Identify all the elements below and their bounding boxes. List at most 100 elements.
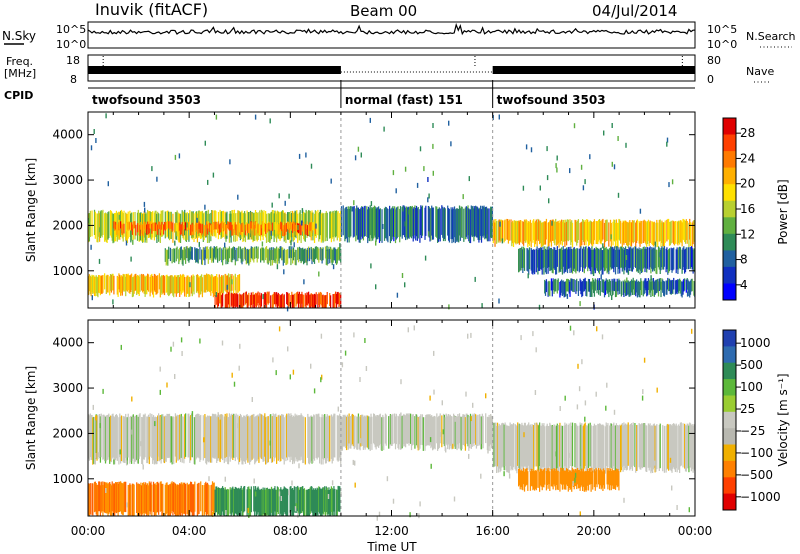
heatmap-cell	[313, 293, 316, 308]
heatmap-cell	[118, 222, 120, 231]
heatmap-cell	[421, 205, 424, 236]
heatmap-cell	[119, 221, 121, 230]
heatmap-cell	[656, 424, 658, 470]
heatmap-cell	[655, 249, 657, 274]
heatmap-cell	[646, 425, 648, 472]
heatmap-cell	[627, 222, 629, 248]
heatmap-cell	[346, 416, 348, 451]
heatmap-cell	[206, 417, 208, 465]
heatmap-cell	[125, 273, 128, 291]
heatmap-cell	[609, 279, 611, 293]
heatmap-cell	[614, 246, 616, 268]
heatmap-cell	[230, 414, 232, 459]
heatmap-cell	[584, 247, 586, 269]
heatmap-cell	[273, 292, 275, 305]
y-axis-label: Slant Range [km]	[24, 366, 38, 470]
heatmap-cell	[317, 247, 319, 261]
heatmap-cell	[276, 486, 279, 513]
heatmap-cell	[139, 413, 141, 457]
heatmap-cell	[645, 278, 647, 291]
heatmap-cell	[652, 278, 655, 290]
heatmap-cell	[222, 293, 224, 307]
heatmap-cell	[377, 415, 379, 447]
heatmap-cell	[550, 219, 552, 242]
heatmap-cell	[535, 470, 537, 491]
heatmap-cell	[586, 470, 588, 491]
heatmap-cell	[609, 280, 612, 296]
heatmap-cell	[215, 275, 217, 295]
heatmap-cell	[567, 425, 569, 471]
heatmap-cell	[158, 221, 161, 230]
heatmap-cell	[631, 280, 634, 295]
heatmap-cell	[153, 222, 156, 231]
heatmap-cell	[267, 416, 269, 463]
heatmap-cell	[613, 219, 615, 241]
heatmap-cell	[174, 482, 176, 515]
heatmap-cell	[266, 223, 268, 233]
heatmap-cell	[134, 274, 136, 291]
heatmap-cell	[481, 413, 483, 444]
heatmap-cell	[642, 281, 644, 297]
heatmap-cell	[659, 249, 661, 274]
heatmap-cell	[594, 425, 596, 472]
date-title: 04/Jul/2014	[592, 2, 677, 20]
heatmap-cell	[211, 248, 213, 263]
heatmap-cell	[321, 212, 323, 241]
heatmap-cell	[540, 247, 542, 270]
heatmap-cell	[504, 422, 506, 466]
heatmap-speck	[181, 351, 183, 356]
heatmap-cell	[124, 481, 126, 512]
heatmap-cell	[511, 424, 513, 469]
heatmap-cell	[176, 225, 178, 237]
heatmap-cell	[125, 417, 128, 465]
heatmap-cell	[114, 483, 116, 516]
heatmap-cell	[125, 481, 127, 513]
heatmap-cell	[339, 486, 341, 512]
heatmap-cell	[249, 488, 251, 516]
heatmap-cell	[615, 423, 618, 468]
heatmap-speck	[532, 331, 534, 337]
heatmap-cell	[549, 422, 551, 467]
heatmap-cell	[292, 488, 294, 516]
heatmap-cell	[148, 417, 150, 465]
heatmap-speck	[559, 406, 561, 411]
heatmap-cell	[596, 279, 598, 294]
heatmap-cell	[179, 277, 181, 297]
heatmap-cell	[642, 220, 644, 243]
heatmap-cell	[334, 413, 336, 458]
heatmap-cell	[254, 246, 256, 259]
heatmap-cell	[597, 248, 599, 271]
heatmap-cell	[622, 280, 624, 295]
heatmap-cell	[293, 222, 295, 232]
heatmap-speck	[572, 480, 574, 486]
heatmap-cell	[623, 422, 625, 466]
heatmap-speck	[650, 275, 652, 281]
heatmap-cell	[179, 414, 181, 460]
heatmap-speck	[95, 138, 97, 143]
heatmap-cell	[220, 414, 222, 459]
heatmap-cell	[358, 416, 360, 450]
heatmap-cell	[214, 246, 216, 260]
heatmap-cell	[131, 273, 133, 290]
heatmap-cell	[682, 280, 684, 295]
heatmap-cell	[171, 481, 173, 512]
heatmap-cell	[523, 425, 525, 473]
heatmap-cell	[285, 415, 287, 462]
heatmap-cell	[288, 293, 290, 307]
heatmap-cell	[615, 246, 618, 267]
heatmap-cell	[648, 247, 650, 270]
heatmap-cell	[523, 422, 526, 467]
heatmap-cell	[411, 414, 413, 446]
heatmap-cell	[314, 210, 317, 236]
heatmap-cell	[480, 209, 483, 243]
heatmap-cell	[646, 281, 648, 297]
heatmap-cell	[243, 415, 245, 462]
heatmap-cell	[600, 425, 602, 472]
heatmap-speck	[530, 147, 533, 153]
heatmap-cell	[263, 293, 265, 308]
heatmap-cell	[682, 247, 684, 270]
heatmap-cell	[283, 417, 285, 465]
heatmap-cell	[543, 221, 545, 245]
heatmap-cell	[88, 274, 91, 292]
heatmap-cell	[289, 486, 291, 513]
